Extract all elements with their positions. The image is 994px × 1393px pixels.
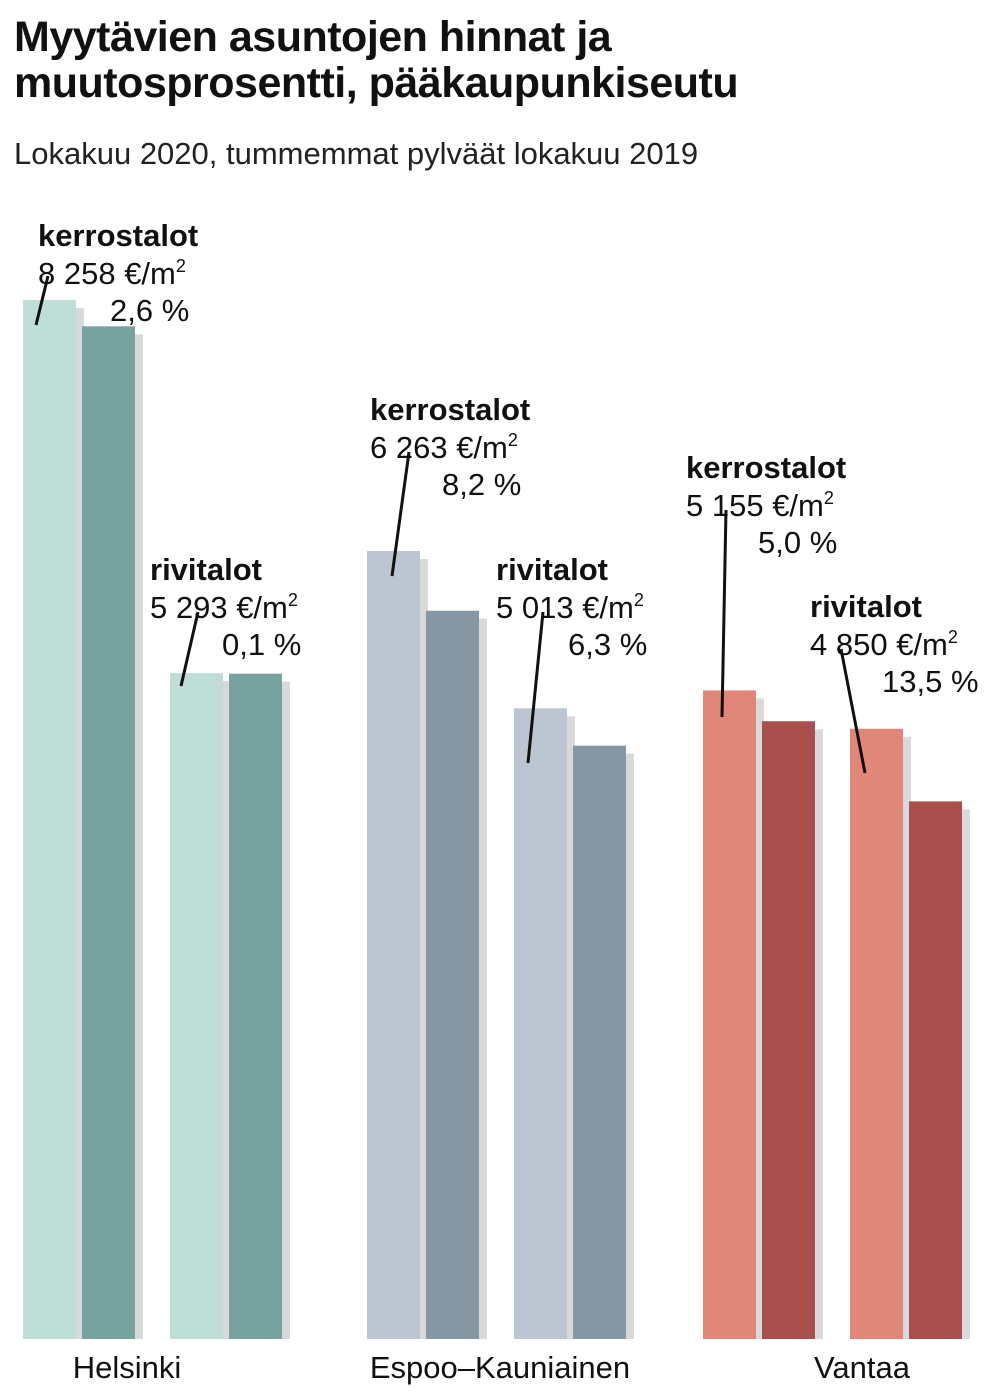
type-label: kerrostalot [370,392,530,427]
price-label: 4 850 €/m2 [810,627,958,662]
change-label: 2,6 % [110,293,189,328]
bar-2020-kerrostalot [367,551,420,1339]
change-label: 6,3 % [568,627,647,662]
price-label: 6 263 €/m2 [370,430,518,465]
change-label: 8,2 % [442,467,521,502]
leader-line [390,451,411,577]
price-label: 8 258 €/m2 [38,256,186,291]
bar-2020-rivitalot [170,673,223,1339]
price-label: 5 293 €/m2 [150,590,298,625]
superscript: 2 [634,590,644,610]
price-label: 5 155 €/m2 [686,488,834,523]
change-label: 5,0 % [758,525,837,560]
bar-2020-kerrostalot [23,300,76,1339]
type-label: rivitalot [150,552,262,587]
bar-2019-kerrostalot [426,610,479,1339]
superscript: 2 [948,627,958,647]
superscript: 2 [824,488,834,508]
superscript: 2 [508,430,518,450]
bar-2020-rivitalot [850,728,903,1339]
change-label: 0,1 % [222,627,301,662]
leader-line [839,648,867,774]
type-label: rivitalot [496,552,608,587]
leader-line [720,509,728,718]
superscript: 2 [288,590,298,610]
leader-line [34,275,50,326]
superscript: 2 [176,256,186,276]
category-label: Vantaa [814,1350,911,1385]
category-label: Helsinki [73,1350,182,1385]
chart-subtitle: Lokakuu 2020, tummemmat pylväät lokakuu … [14,136,699,171]
bar-2019-kerrostalot [82,326,135,1339]
chart-title-line-1: Myytävien asuntojen hinnat ja [14,13,612,61]
bar-2019-rivitalot [229,673,282,1339]
chart-title-line-2: muutosprosentti, pääkaupunkiseutu [14,59,739,107]
chart-title: Myytävien asuntojen hinnat ja muutospros… [14,14,974,106]
type-label: kerrostalot [686,450,846,485]
change-label: 13,5 % [882,664,979,699]
type-label: kerrostalot [38,218,198,253]
category-label: Espoo–Kauniainen [370,1350,630,1385]
leader-line [179,611,200,687]
type-label: rivitalot [810,589,922,624]
bar-2020-rivitalot [514,708,567,1339]
price-label: 5 013 €/m2 [496,590,644,625]
leader-line [526,611,545,764]
bar-2019-rivitalot [909,801,962,1339]
bar-2019-rivitalot [573,745,626,1339]
bar-2020-kerrostalot [703,690,756,1339]
bar-2019-kerrostalot [762,721,815,1339]
